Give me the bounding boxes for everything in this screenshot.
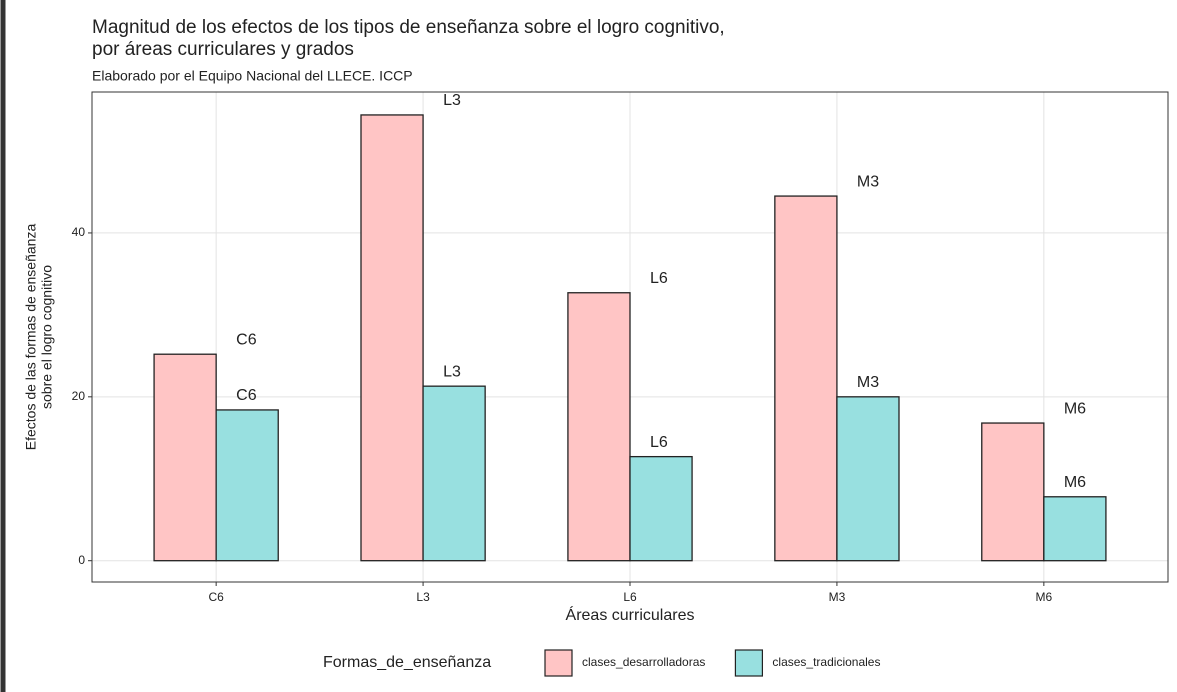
data-label: L3 (443, 92, 461, 109)
bar (215, 409, 279, 562)
y-axis-title: sobre el logro cognitivo (39, 265, 55, 409)
x-tick-label: M6 (1036, 590, 1053, 604)
data-label: M6 (1064, 474, 1086, 491)
data-label: L6 (650, 270, 668, 287)
bar (774, 195, 838, 562)
y-axis-title: Efectos de las formas de enseñanza (23, 224, 39, 451)
y-tick-label: 0 (78, 553, 85, 567)
data-label: L6 (650, 434, 668, 451)
y-tick-label: 40 (72, 225, 86, 239)
legend-label: clases_tradicionales (772, 655, 880, 669)
data-label: C6 (236, 331, 257, 348)
legend-key (734, 649, 764, 677)
bar (153, 353, 217, 562)
bar (567, 292, 631, 562)
y-tick-label: 20 (72, 389, 86, 403)
x-axis-title: Áreas curriculares (566, 605, 695, 624)
data-label: M3 (857, 374, 879, 391)
x-tick-label: M3 (829, 590, 846, 604)
bar (629, 455, 693, 562)
chart-title: Magnitud de los efectos de los tipos de … (92, 17, 725, 38)
bar (836, 396, 900, 562)
bar (1043, 496, 1107, 562)
bar (981, 422, 1045, 562)
x-tick-label: L3 (416, 590, 430, 604)
bar (360, 114, 424, 562)
legend-key (544, 649, 573, 677)
bar (422, 385, 486, 562)
data-label: M3 (857, 173, 879, 190)
x-tick-label: L6 (623, 590, 637, 604)
x-tick-label: C6 (208, 590, 224, 604)
legend-title: Formas_de_enseñanza (323, 654, 491, 671)
chart-title: por áreas curriculares y grados (92, 39, 354, 60)
data-label: C6 (236, 387, 257, 404)
legend-label: clases_desarrolladoras (582, 655, 705, 669)
data-label: L3 (443, 363, 461, 380)
chart-subtitle: Elaborado por el Equipo Nacional del LLE… (92, 68, 413, 84)
data-label: M6 (1064, 400, 1086, 417)
